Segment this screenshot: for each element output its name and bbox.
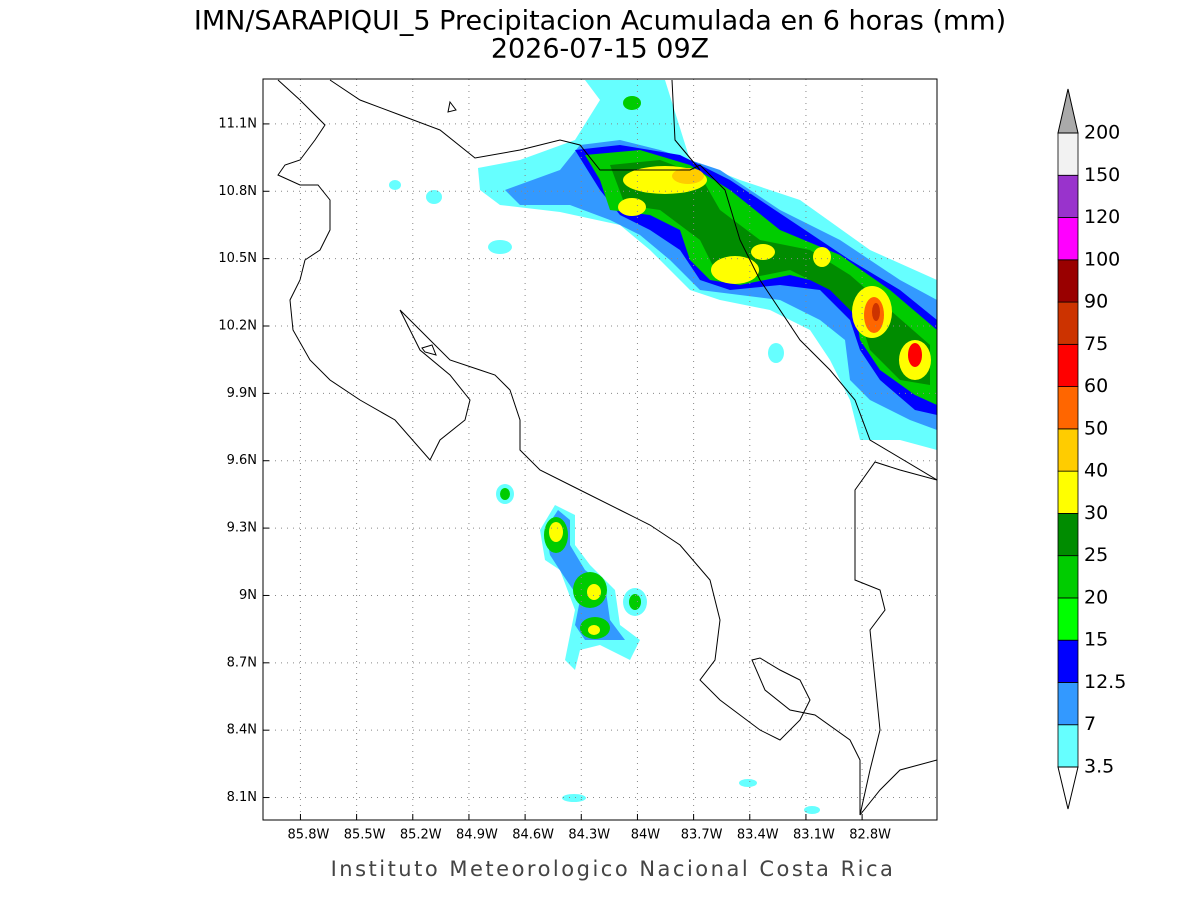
map-area [263,79,937,820]
colorbar-segment [1057,597,1079,641]
colorbar-segment [1057,132,1079,176]
precip-area [623,96,641,110]
colorbar-label: 50 [1084,417,1108,439]
colorbar-segment [1057,555,1079,599]
colorbar-label: 30 [1084,502,1108,524]
colorbar-label: 75 [1084,333,1108,355]
border [329,79,937,481]
x-tick-label: 85.5W [344,828,386,843]
precip-area [768,343,784,363]
precip-area [672,168,704,184]
x-tick-label: 84.3W [568,828,610,843]
colorbar-label: 200 [1084,122,1120,144]
colorbar-over [1057,88,1079,134]
precip-area [813,247,831,267]
x-tick-label: 83.4W [737,828,779,843]
y-tick-label: 8.4N [227,723,257,738]
subtitle: 2026-07-15 09Z [491,34,709,65]
map-frame [262,78,938,821]
lake [421,100,457,356]
x-tick-label: 85.2W [400,828,442,843]
colorbar-segment [1057,724,1079,768]
colorbar-label: 3.5 [1084,756,1114,778]
colorbar-segment [1057,301,1079,345]
precipitation-field [389,80,937,814]
precip-area [488,240,512,254]
colorbar-segment [1057,639,1079,683]
precip-area [804,806,820,814]
y-tick-label: 8.7N [227,655,257,670]
precip-area [751,244,775,260]
y-tick-label: 11.1N [218,116,257,131]
precip-area [629,594,641,610]
y-tick-label: 10.5N [218,251,257,266]
colorbar-segment [1057,470,1079,514]
colorbar-label: 20 [1084,586,1108,608]
colorbar-label: 7 [1084,713,1096,735]
x-tick-label: 85.8W [288,828,330,843]
x-tick-label: 83.1W [793,828,835,843]
colorbar-label: 60 [1084,375,1108,397]
grid [263,79,937,820]
colorbar-segment [1057,428,1079,472]
colorbar-segment [1057,682,1079,726]
colorbar-label: 40 [1084,460,1108,482]
title: IMN/SARAPIQUI_5 Precipitacion Acumulada … [194,6,1006,37]
coastlines [277,79,937,816]
y-tick-label: 9N [239,588,257,603]
colorbar-segment [1057,386,1079,430]
precip-area [426,190,442,204]
precip-area [739,779,757,787]
y-tick-label: 9.3N [227,521,257,536]
precip-area [562,794,586,802]
precip-area [610,160,930,385]
colorbar-label: 120 [1084,206,1120,228]
x-tick-label: 84W [631,828,661,843]
y-tick-label: 10.2N [218,319,257,334]
y-tick-label: 8.1N [227,790,257,805]
coastline [859,759,937,816]
precip-area [872,303,880,321]
colorbar-label: 90 [1084,291,1108,313]
x-tick-label: 84.9W [456,828,498,843]
x-tick-label: 84.6W [512,828,554,843]
x-tick-label: 83.7W [681,828,723,843]
x-tick-label: 82.8W [849,828,891,843]
axes: 85.8W 85.5W 85.2W 84.9W 84.6W 84.3W 84W 83.7W 83… [218,116,891,842]
coastline [277,79,937,816]
colorbar: 3.5 7 12.5 15 20 25 30 40 50 60 75 90 100 120 150 200 [1057,88,1126,810]
colorbar-segment [1057,513,1079,557]
y-tick-label: 10.8N [218,184,257,199]
precip-area [500,488,510,500]
colorbar-under [1057,766,1079,810]
y-tick-label: 9.9N [227,386,257,401]
colorbar-label: 25 [1084,544,1108,566]
border [671,79,701,171]
colorbar-label: 100 [1084,248,1120,270]
footer: Instituto Meteorologico Nacional Costa R… [331,857,896,881]
colorbar-label: 15 [1084,629,1108,651]
precip-area [618,198,646,216]
precip-area [389,180,401,190]
precip-area [908,343,922,367]
precip-area [711,256,759,284]
colorbar-segment [1057,259,1079,303]
colorbar-label: 150 [1084,164,1120,186]
precip-area [549,522,563,542]
colorbar-segment [1057,343,1079,388]
colorbar-segment [1057,174,1079,218]
colorbar-label: 12.5 [1084,671,1126,693]
colorbar-segment [1057,217,1079,261]
precip-area [587,584,601,600]
y-tick-label: 9.6N [227,453,257,468]
precip-area [588,625,600,635]
